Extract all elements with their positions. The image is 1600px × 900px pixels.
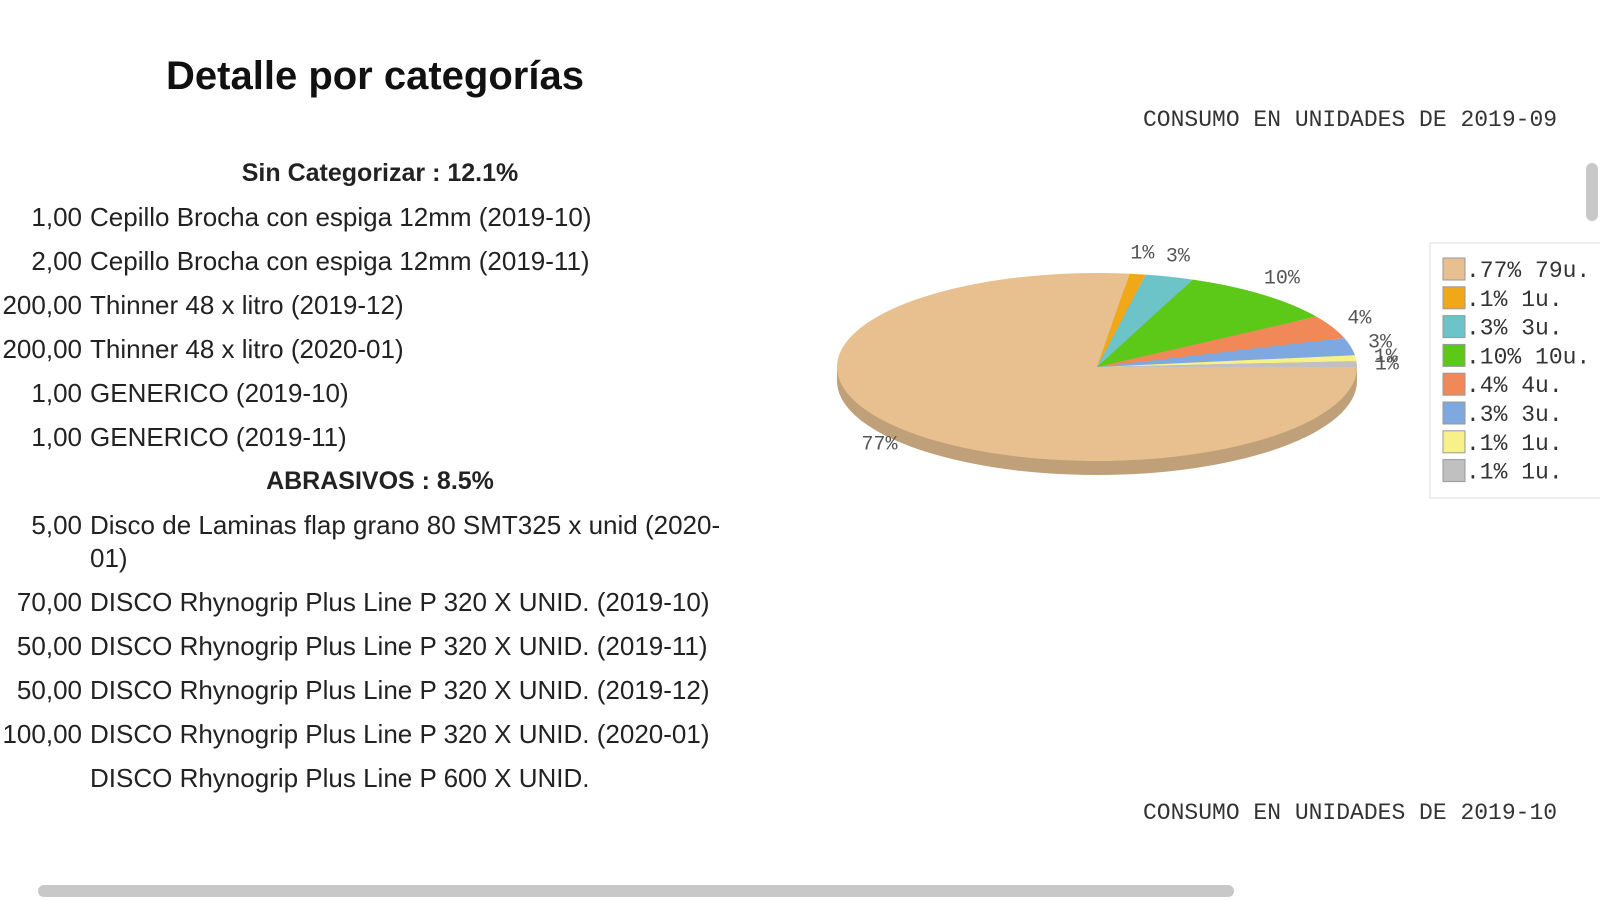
slice-label: 4%	[1347, 308, 1372, 331]
item-row: 1,00 GENERICO (2019-10)	[0, 371, 760, 415]
item-name: Thinner 48 x litro (2019-12)	[90, 289, 404, 320]
item-row: 200,00 Thinner 48 x litro (2019-12)	[0, 283, 760, 327]
pie-slice	[1097, 279, 1317, 367]
legend-label: .1% 1u.	[1466, 460, 1563, 486]
chart-title: CONSUMO EN UNIDADES DE 2019-09	[1143, 107, 1557, 133]
item-row: 50,00 DISCO Rhynogrip Plus Line P 320 X U…	[0, 624, 760, 668]
page-title: Detalle por categorías	[166, 54, 584, 98]
item-row: 2,00 Cepillo Brocha con espiga 12mm (2019…	[0, 239, 760, 283]
legend-swatch	[1442, 372, 1466, 396]
item-row: 1,00 GENERICO (2019-11)	[0, 415, 760, 459]
legend-label: .4% 4u.	[1466, 373, 1563, 399]
item-row: 1,00 Cepillo Brocha con espiga 12mm (2019…	[0, 195, 760, 239]
legend-label: .10% 10u.	[1466, 344, 1590, 370]
item-name: Thinner 48 x litro (2020-01)	[90, 333, 404, 364]
item-name: Disco de Laminas flap grano 80 SMT325 x …	[90, 509, 721, 573]
item-name: DISCO Rhynogrip Plus Line P 320 X UNID. …	[90, 586, 710, 617]
chart-title: CONSUMO EN UNIDADES DE 2019-10	[1143, 800, 1557, 826]
legend-swatch	[1442, 430, 1466, 454]
pie-slice	[1097, 316, 1345, 367]
item-name: DISCO Rhynogrip Plus Line P 600 X UNID.	[90, 762, 590, 793]
pie-slice	[1097, 355, 1357, 367]
slice-label: 10%	[1264, 268, 1301, 291]
item-row: 50,00 DISCO Rhynogrip Plus Line P 320 X U…	[0, 668, 760, 712]
legend-label: .77% 79u.	[1466, 258, 1590, 284]
item-quantity: 100,00	[2, 718, 82, 749]
slice-label: 1%	[1375, 353, 1400, 376]
horizontal-scrollbar[interactable]	[38, 885, 1234, 897]
legend-swatch	[1442, 401, 1466, 425]
item-row: 100,00 DISCO Rhynogrip Plus Line P 320 X …	[0, 712, 760, 756]
legend-swatch	[1442, 459, 1466, 483]
legend-label: .3% 3u.	[1466, 316, 1563, 342]
section-heading: ABRASIVOS : 8.5%	[266, 467, 494, 495]
item-quantity: 1,00	[31, 377, 82, 408]
section-heading: Sin Categorizar : 12.1%	[241, 159, 519, 187]
item-row: 200,00 Thinner 48 x litro (2020-01)	[0, 327, 760, 371]
item-quantity: 200,00	[2, 289, 82, 320]
vertical-scrollbar[interactable]	[1586, 163, 1598, 221]
legend-box	[1429, 242, 1600, 499]
pie-slice	[1097, 337, 1355, 367]
slice-label: 3%	[1368, 332, 1393, 355]
item-quantity: 5,00	[31, 509, 82, 540]
slice-label: 1%	[1130, 242, 1155, 265]
pie-slice	[1097, 361, 1357, 367]
slice-label: 77%	[861, 434, 898, 457]
legend-swatch	[1442, 257, 1466, 281]
pie-slice	[1097, 274, 1193, 367]
item-quantity: 50,00	[16, 630, 82, 661]
item-name: DISCO Rhynogrip Plus Line P 320 X UNID. …	[90, 630, 708, 661]
item-quantity: 200,00	[2, 333, 82, 364]
item-name: Cepillo Brocha con espiga 12mm (2019-11)	[90, 245, 590, 276]
item-name: DISCO Rhynogrip Plus Line P 320 X UNID. …	[90, 718, 710, 749]
slice-label: 3%	[1166, 246, 1191, 269]
category-list: Sin Categorizar : 12.1% 1,00 Cepillo Broch…	[0, 151, 760, 800]
legend-swatch	[1442, 286, 1466, 310]
item-row: 5,00 Disco de Laminas flap grano 80 SMT32…	[0, 503, 760, 580]
item-quantity: 2,00	[31, 245, 82, 276]
item-name: Cepillo Brocha con espiga 12mm (2019-10)	[90, 201, 592, 232]
item-name: GENERICO (2019-10)	[90, 377, 349, 408]
pie-slice	[1097, 273, 1146, 367]
slice-label: 1%	[1374, 346, 1399, 369]
legend-label: .1% 1u.	[1466, 287, 1563, 313]
item-quantity: 1,00	[31, 201, 82, 232]
legend-label: .3% 3u.	[1466, 402, 1563, 428]
item-quantity: 70,00	[16, 586, 82, 617]
legend-label: .1% 1u.	[1466, 431, 1563, 457]
legend-swatch	[1442, 315, 1466, 339]
legend-swatch	[1442, 343, 1466, 367]
item-row: DISCO Rhynogrip Plus Line P 600 X UNID.	[0, 756, 760, 800]
item-quantity: 1,00	[31, 421, 82, 452]
item-quantity: 50,00	[16, 674, 82, 705]
item-row: 70,00 DISCO Rhynogrip Plus Line P 320 X U…	[0, 580, 760, 624]
item-name: DISCO Rhynogrip Plus Line P 320 X UNID. …	[90, 674, 710, 705]
item-name: GENERICO (2019-11)	[90, 421, 347, 452]
